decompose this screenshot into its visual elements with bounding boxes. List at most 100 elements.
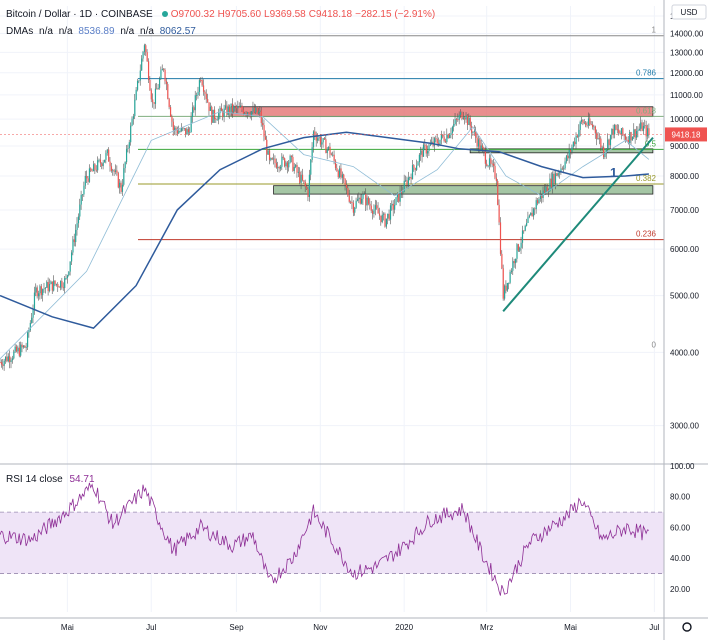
candle-body bbox=[396, 193, 399, 198]
candle-body bbox=[384, 213, 386, 227]
candle-body bbox=[296, 165, 298, 173]
candle-body bbox=[355, 200, 357, 208]
candle-body bbox=[194, 95, 196, 111]
candle-body bbox=[592, 124, 594, 128]
candle-body bbox=[517, 244, 519, 251]
rsi-legend[interactable]: RSI 14 close 54.71 bbox=[6, 474, 95, 485]
symbol-title[interactable]: Bitcoin / Dollar · 1D · COINBASE bbox=[6, 9, 153, 20]
dma-value-4: n/a bbox=[120, 26, 135, 37]
time-tick-label: Jul bbox=[649, 623, 659, 632]
candle-body bbox=[171, 116, 173, 122]
candle-body bbox=[633, 129, 635, 137]
candle-body bbox=[293, 166, 295, 171]
candle-body bbox=[509, 271, 511, 283]
time-tick-label: Nov bbox=[313, 623, 327, 632]
rsi-tick-label: 20.00 bbox=[670, 585, 691, 594]
candle-body bbox=[488, 158, 491, 166]
candle-body bbox=[516, 244, 518, 259]
candle-body bbox=[180, 127, 183, 131]
time-tick-label: Sep bbox=[229, 623, 244, 632]
candle-body bbox=[207, 99, 209, 103]
candle-body bbox=[277, 167, 279, 168]
candle-body bbox=[571, 146, 573, 153]
candle-body bbox=[42, 289, 44, 296]
time-tick-label: Mrz bbox=[480, 623, 493, 632]
candle-body bbox=[574, 141, 576, 145]
candle-body bbox=[427, 151, 429, 154]
candle-body bbox=[556, 173, 558, 176]
candle-body bbox=[420, 150, 422, 155]
candle-body bbox=[582, 119, 584, 124]
candle-body bbox=[354, 207, 356, 213]
candle-body bbox=[575, 135, 577, 145]
candle-body bbox=[22, 345, 25, 348]
candle-body bbox=[300, 174, 302, 183]
candle-body bbox=[340, 168, 342, 178]
candle-body bbox=[62, 287, 64, 288]
candle-body bbox=[519, 247, 521, 251]
dma-value-5: n/a bbox=[140, 26, 154, 37]
candle-body bbox=[466, 115, 469, 125]
price-tick-label: 13000.00 bbox=[670, 48, 704, 57]
candle-body bbox=[234, 105, 236, 107]
candle-body bbox=[388, 213, 390, 220]
candle-body bbox=[336, 167, 338, 171]
candle-body bbox=[176, 130, 179, 134]
candle-body bbox=[79, 204, 81, 217]
fib-label: 0.5 bbox=[645, 139, 657, 148]
candle-body bbox=[323, 138, 326, 140]
candle-body bbox=[455, 119, 458, 120]
candle-body bbox=[645, 125, 647, 137]
candle-body bbox=[330, 154, 333, 156]
candle-body bbox=[189, 132, 191, 133]
candle-body bbox=[399, 190, 401, 202]
candle-body bbox=[405, 180, 407, 182]
candle-body bbox=[182, 127, 184, 129]
candle-body bbox=[337, 170, 339, 178]
candle-body bbox=[208, 102, 210, 111]
candle-body bbox=[131, 118, 133, 126]
candle-body bbox=[598, 138, 601, 139]
candle-body bbox=[106, 149, 108, 154]
candle-body bbox=[605, 148, 607, 153]
candle-body bbox=[222, 110, 224, 118]
candle-body bbox=[328, 146, 330, 149]
candle-body bbox=[454, 119, 456, 125]
candle-body bbox=[381, 214, 383, 223]
candle-body bbox=[587, 118, 590, 126]
candle-body bbox=[224, 105, 227, 109]
time-tick-label: Mai bbox=[61, 623, 74, 632]
candle-body bbox=[585, 122, 587, 126]
candle-body bbox=[73, 239, 75, 243]
candle-body bbox=[303, 180, 305, 182]
candle-body bbox=[372, 210, 374, 214]
candle-body bbox=[28, 330, 30, 333]
candle-body bbox=[553, 173, 555, 184]
candle-body bbox=[469, 117, 471, 127]
candle-body bbox=[534, 208, 536, 210]
candle-body bbox=[552, 173, 554, 188]
candle-body bbox=[477, 139, 480, 147]
candle-body bbox=[619, 132, 621, 135]
candle-body bbox=[410, 177, 412, 180]
candle-body bbox=[392, 203, 394, 210]
candle-body bbox=[205, 93, 207, 100]
dma-legend[interactable]: DMAs n/a n/a 8536.89 n/a n/a 8062.57 bbox=[6, 26, 199, 37]
candle-body bbox=[429, 144, 431, 146]
candle-body bbox=[190, 116, 192, 133]
candle-body bbox=[191, 107, 194, 117]
candle-body bbox=[363, 194, 366, 195]
candle-body bbox=[9, 356, 11, 362]
candle-body bbox=[95, 169, 97, 171]
candle-body bbox=[0, 362, 3, 365]
candle-body bbox=[58, 286, 60, 288]
candle-body bbox=[163, 68, 165, 70]
candle-body bbox=[314, 131, 316, 137]
candle-body bbox=[200, 80, 202, 81]
candle-body bbox=[366, 197, 368, 206]
candle-body bbox=[154, 88, 157, 104]
candle-body bbox=[339, 168, 341, 178]
candle-body bbox=[35, 287, 37, 293]
candle-body bbox=[55, 284, 58, 285]
candle-body bbox=[149, 80, 151, 91]
